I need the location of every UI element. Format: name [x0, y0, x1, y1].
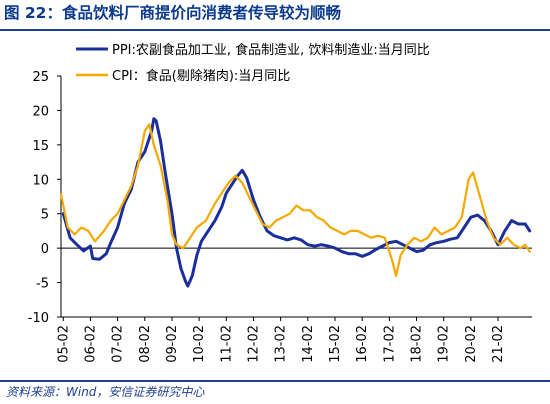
x-tick-label: 08-02	[138, 325, 153, 363]
x-tick-label: 10-02	[192, 325, 207, 363]
x-tick-label: 07-02	[111, 325, 126, 363]
x-tick-label: 14-02	[301, 325, 316, 363]
y-tick-label: 25	[32, 70, 49, 85]
chart-series-lines	[59, 117, 532, 288]
legend-label-ppi: PPI:农副食品加工业, 食品制造业, 饮料制造业:当月同比	[112, 42, 430, 58]
x-tick-label: 17-02	[382, 325, 397, 363]
x-tick-label: 13-02	[274, 325, 289, 363]
chart-axes: -10 -5 0 5 10 15 20 25 05-02 06-02 07-02 08-02 09-02…	[28, 70, 532, 363]
x-tick-label: 20-02	[464, 325, 479, 363]
legend-label-cpi: CPI：食品(剔除猪肉):当月同比	[112, 68, 290, 84]
chart-legend: PPI:农副食品加工业, 食品制造业, 饮料制造业:当月同比 CPI：食品(剔除猪…	[76, 42, 430, 84]
y-tick-label: 15	[32, 139, 49, 154]
x-tick-label: 18-02	[410, 325, 425, 363]
y-tick-label: 5	[41, 208, 49, 223]
x-tick-label: 12-02	[246, 325, 261, 363]
title-divider	[0, 29, 550, 31]
x-tick-label: 21-02	[491, 325, 506, 363]
y-tick-label: 0	[41, 242, 49, 257]
x-tick-label: 16-02	[355, 325, 370, 363]
footer-divider	[0, 380, 550, 382]
x-tick-label: 19-02	[437, 325, 452, 363]
y-tick-label: -5	[36, 277, 49, 292]
ppi-series-line	[61, 117, 532, 288]
y-tick-label: 20	[32, 104, 49, 119]
cpi-series-line	[59, 123, 531, 277]
source-note: 资料来源：Wind，安信证券研究中心	[6, 385, 205, 399]
figure-title: 图 22：食品饮料厂商提价向消费者传导较为顺畅	[4, 4, 341, 22]
line-chart: -10 -5 0 5 10 15 20 25 05-02 06-02 07-02 08-02 09-02…	[28, 42, 532, 363]
x-tick-label: 05-02	[56, 325, 71, 363]
y-tick-label: -10	[28, 311, 49, 326]
x-tick-label: 06-02	[83, 325, 98, 363]
x-tick-label: 11-02	[219, 325, 234, 363]
x-tick-label: 15-02	[328, 325, 343, 363]
x-tick-label: 09-02	[165, 325, 180, 363]
y-tick-label: 10	[32, 173, 49, 188]
